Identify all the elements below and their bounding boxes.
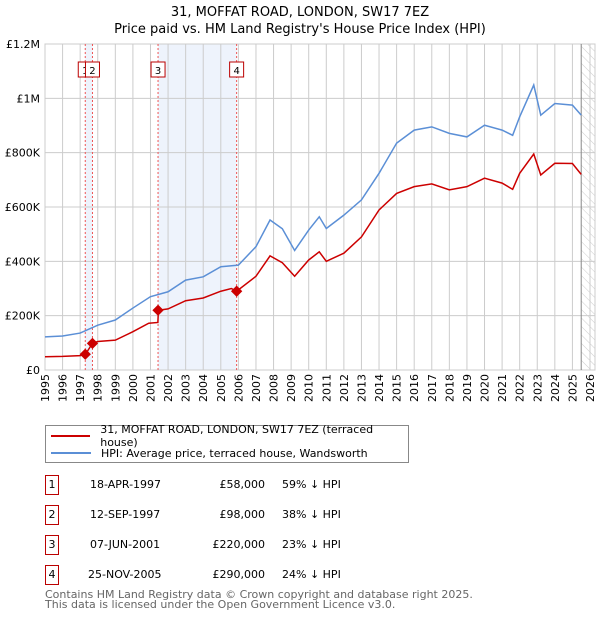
sale-label-number: 4 (233, 66, 239, 77)
x-tick-label: 2020 (479, 374, 492, 402)
x-tick-label: 2024 (549, 374, 562, 402)
sale-number: 1 (45, 475, 59, 495)
x-tick-label: 1995 (39, 374, 52, 402)
footer-copyright: Contains HM Land Registry data © Crown c… (45, 588, 473, 601)
x-tick-label: 2012 (338, 374, 351, 402)
legend-label: 31, MOFFAT ROAD, LONDON, SW17 7EZ (terra… (100, 423, 374, 449)
sale-hpi-diff: 38% ↓ HPI (282, 508, 341, 521)
legend-label: HPI: Average price, terraced house, Wand… (101, 446, 368, 460)
sale-price: £220,000 (212, 538, 266, 551)
sale-price: £98,000 (219, 508, 266, 521)
series-line-hpi (44, 82, 582, 338)
x-tick-label: 2017 (426, 374, 439, 402)
x-tick-label: 2014 (373, 374, 386, 402)
x-tick-label: 2023 (531, 374, 544, 402)
x-tick-label: 2004 (197, 374, 210, 402)
chart-subtitle: Price paid vs. HM Land Registry's House … (114, 22, 486, 37)
sale-date: 25-NOV-2005 (88, 568, 162, 581)
plot-border (44, 43, 596, 371)
sale-number: 2 (45, 505, 59, 525)
sale-point (230, 285, 243, 297)
legend-item-hpi: HPI: Average price, terraced house, Wand… (46, 445, 368, 461)
sale-point (152, 304, 164, 316)
legend-swatch-red (51, 435, 91, 437)
x-tick-label: 2007 (250, 374, 263, 402)
sale-number: 3 (45, 535, 59, 555)
sale-price: £290,000 (212, 568, 266, 581)
sale-date: 12-SEP-1997 (90, 508, 161, 521)
x-tick-label: 1996 (57, 374, 70, 402)
y-tick-label: £400K (5, 255, 41, 268)
x-tick-label: 2001 (144, 374, 157, 402)
sale-row: 2 12-SEP-1997 £98,000 38% ↓ HPI (45, 505, 425, 525)
y-tick-label: £600K (5, 201, 41, 214)
x-tick-label: 2003 (180, 374, 193, 402)
sale-label-number: 3 (155, 66, 161, 77)
sale-row: 4 25-NOV-2005 £290,000 24% ↓ HPI (45, 565, 425, 585)
x-tick-label: 2022 (514, 374, 527, 402)
sale-label-box (84, 61, 100, 78)
x-tick-label: 2015 (391, 374, 404, 402)
x-tick-label: 2002 (162, 374, 175, 402)
x-tick-label: 2000 (127, 374, 140, 402)
sale-date: 07-JUN-2001 (90, 538, 161, 551)
sale-label-box (229, 61, 245, 78)
y-tick-label: £0 (26, 364, 40, 377)
legend-swatch-blue (51, 452, 91, 454)
x-tick-label: 2013 (355, 374, 368, 402)
y-tick-label: £800K (5, 147, 41, 160)
legend-item-property: 31, MOFFAT ROAD, LONDON, SW17 7EZ (terra… (46, 423, 408, 449)
x-tick-label: 2010 (303, 374, 316, 402)
x-tick-label: 2011 (320, 374, 333, 402)
x-tick-label: 2009 (285, 374, 298, 402)
x-tick-label: 1999 (109, 374, 122, 402)
y-tick-label: £1.2M (6, 38, 40, 51)
x-tick-label: 1998 (92, 374, 105, 402)
sale-row: 1 18-APR-1997 £58,000 59% ↓ HPI (45, 475, 425, 495)
price-chart: 1995 1996 1997 1998 1999 2000 2001 2002 2003 2004… (5, 38, 597, 402)
sale-hpi-diff: 59% ↓ HPI (282, 478, 341, 491)
sale-number: 4 (45, 565, 59, 585)
x-tick-label: 2025 (566, 374, 579, 402)
sale-label-box (150, 61, 166, 78)
chart-title: 31, MOFFAT ROAD, LONDON, SW17 7EZ (170, 5, 430, 20)
legend: 31, MOFFAT ROAD, LONDON, SW17 7EZ (terra… (45, 423, 409, 463)
series-line-property (44, 152, 582, 358)
x-tick-label: 2016 (408, 374, 421, 402)
sale-price: £58,000 (219, 478, 266, 491)
footer: Contains HM Land Registry data © Crown c… (45, 588, 473, 611)
x-tick-label: 1997 (74, 374, 87, 402)
y-tick-label: £200K (5, 310, 41, 323)
x-tick-label: 2005 (215, 374, 228, 402)
x-tick-label: 2019 (461, 374, 474, 402)
sale-row: 3 07-JUN-2001 £220,000 23% ↓ HPI (45, 535, 425, 555)
sale-hpi-diff: 24% ↓ HPI (282, 568, 341, 581)
sale-hpi-diff: 23% ↓ HPI (282, 538, 341, 551)
sale-label-number: 2 (89, 66, 95, 77)
x-tick-label: 2018 (443, 374, 456, 402)
x-tick-label: 2026 (584, 374, 597, 402)
sale-date: 18-APR-1997 (90, 478, 162, 491)
x-tick-label: 2006 (232, 374, 245, 402)
y-tick-label: £1M (17, 92, 41, 105)
x-tick-label: 2008 (268, 374, 281, 402)
x-tick-label: 2021 (496, 374, 509, 402)
footer-licence: This data is licensed under the Open Gov… (45, 598, 396, 611)
